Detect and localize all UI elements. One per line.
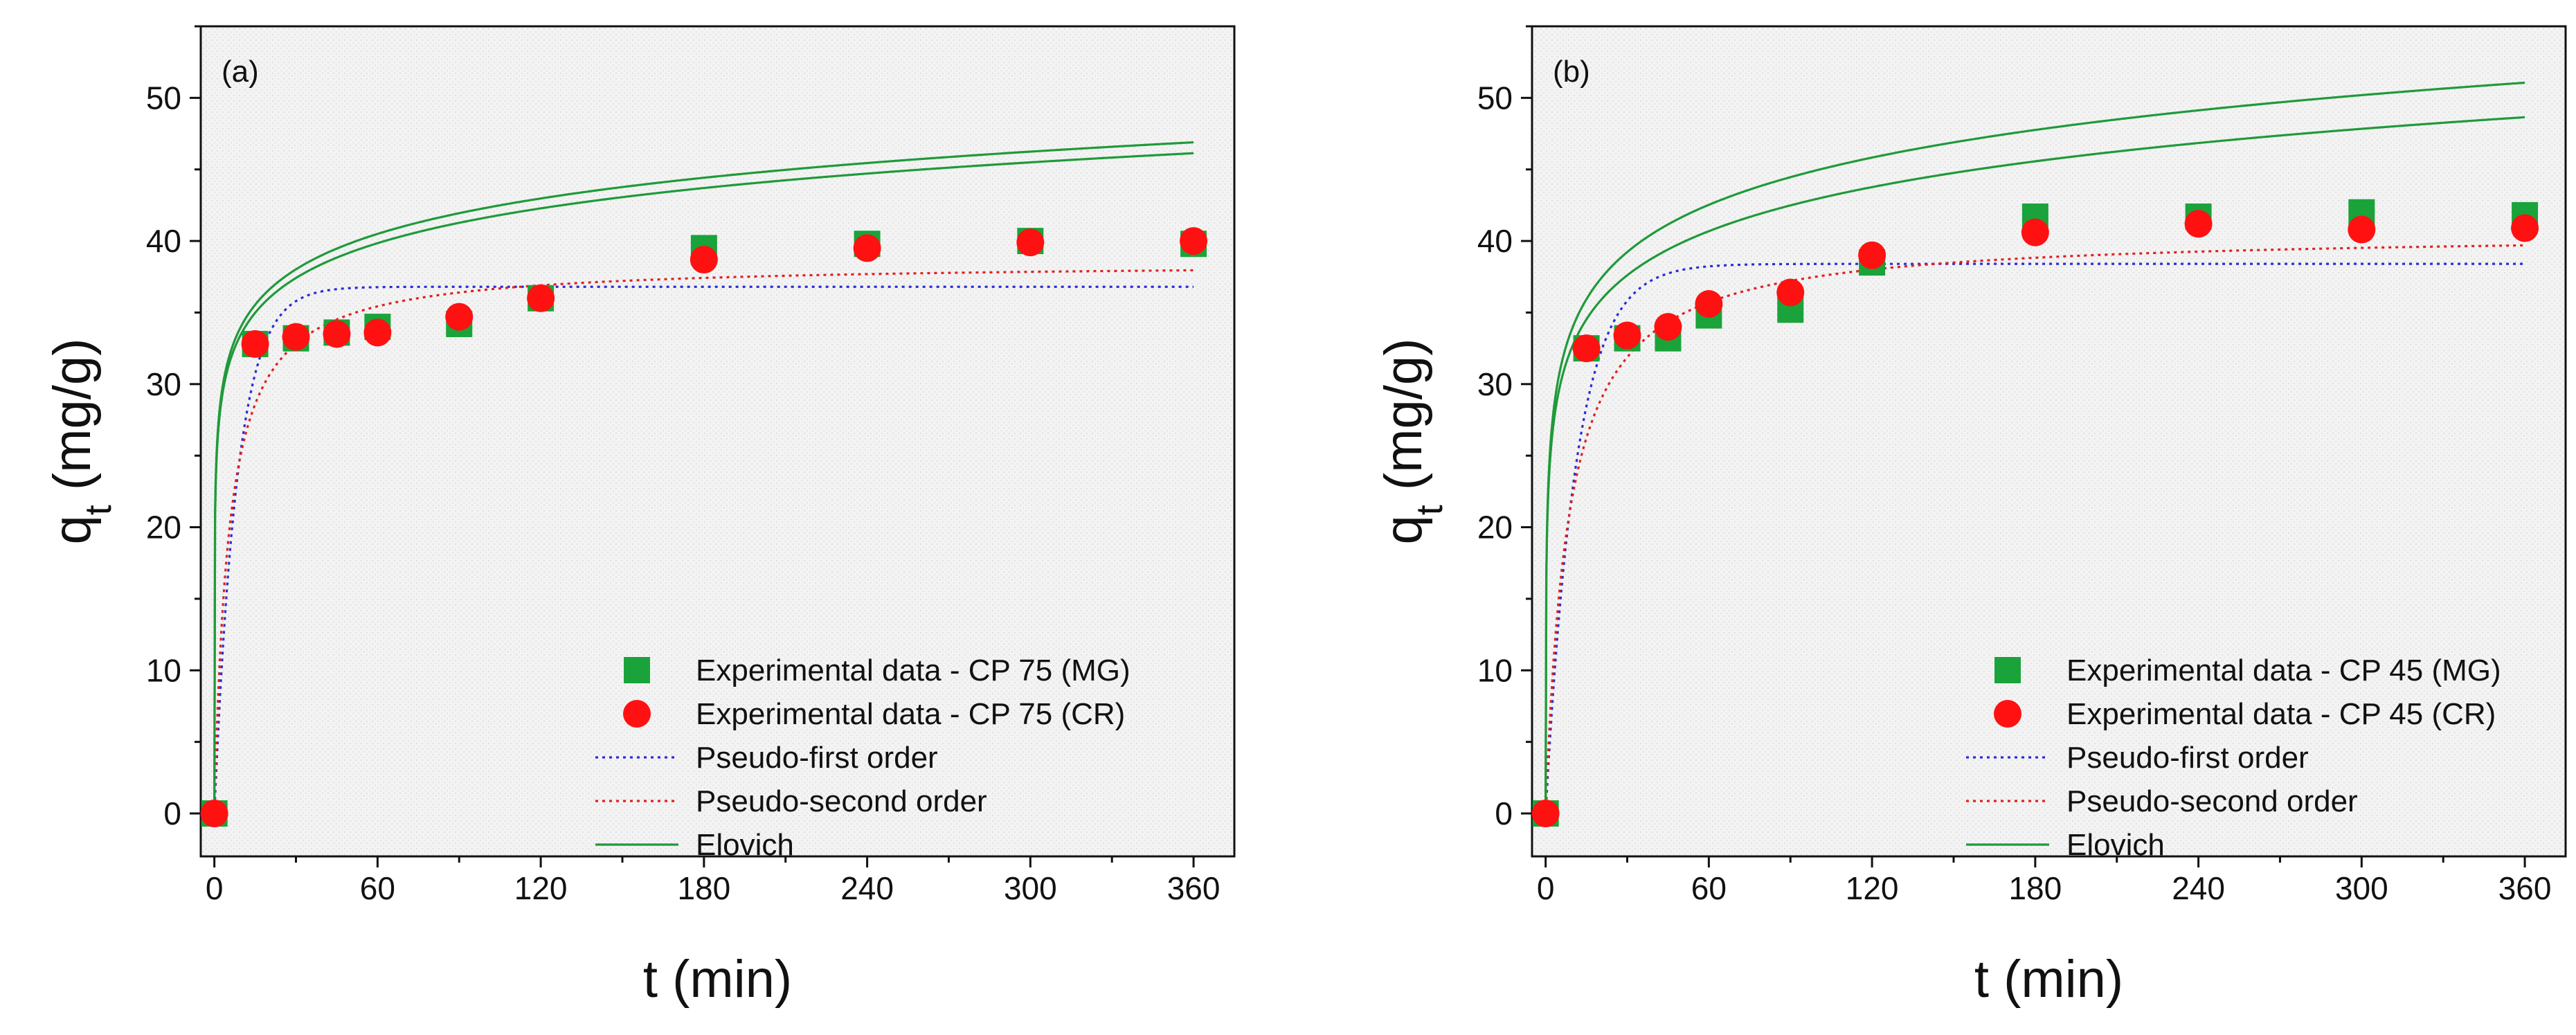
y-tick-label: 40: [146, 223, 181, 259]
panel-b: 0 60 120 180 240 300 360 0 10 20 30 40 50 t (min) qt (…: [1374, 25, 2567, 1009]
x-tick-label: 0: [1537, 870, 1555, 906]
y-tick-label: 40: [1477, 223, 1513, 259]
data-point-cr: [323, 320, 351, 348]
legend-label: Experimental data - CP 45 (CR): [2066, 697, 2496, 731]
legend-label: Experimental data - CP 75 (MG): [696, 654, 1131, 687]
legend-label: Elovich: [696, 828, 794, 862]
model-curves: [1544, 81, 2525, 814]
data-point-cr: [1180, 227, 1208, 255]
x-tick-label: 300: [1004, 870, 1057, 906]
plot-area: [201, 26, 1234, 856]
data-point-cr: [363, 318, 392, 347]
panel-label: (a): [222, 55, 259, 89]
data-point-cr: [1016, 228, 1045, 257]
legend-marker-cr: [623, 700, 651, 728]
y-tick-label: 30: [1477, 366, 1513, 402]
data-point-cr: [1572, 334, 1601, 363]
y-tick-label: 10: [1477, 652, 1513, 688]
panel-label: (b): [1553, 55, 1590, 89]
curve-pso: [1544, 244, 2525, 814]
y-axis-title: qt (mg/g): [1374, 339, 1450, 545]
legend-label: Pseudo-second order: [2066, 784, 2358, 818]
plot-frame: [199, 25, 1236, 858]
y-tick-label: 20: [146, 510, 181, 546]
legend-label: Experimental data - CP 75 (CR): [696, 697, 1125, 731]
data-point-cr: [853, 234, 881, 262]
y-tick-label: 0: [163, 795, 181, 831]
legend-label: Pseudo-first order: [696, 741, 938, 775]
x-tick-label: 60: [360, 870, 395, 906]
data-point-cr: [1654, 313, 1682, 341]
data-point-cr: [1776, 278, 1805, 307]
data-point-cr: [2184, 210, 2213, 238]
data-point-cr: [690, 245, 718, 273]
x-tick-label: 240: [840, 870, 894, 906]
x-tick-label: 300: [2335, 870, 2388, 906]
legend-label: Pseudo-second order: [696, 784, 987, 818]
x-tick-label: 360: [2498, 870, 2552, 906]
y-axis-title-unit: (mg/g): [43, 339, 102, 505]
x-tick-label: 120: [1846, 870, 1899, 906]
legend-label: Pseudo-first order: [2066, 741, 2309, 775]
curve-elovich-cr: [213, 152, 1194, 813]
curve-elovich-mg: [1544, 81, 2525, 813]
data-point-cr: [1695, 290, 1723, 318]
curve-elovich-cr: [1544, 116, 2525, 813]
y-tick-label: 50: [1477, 80, 1513, 116]
data-point-cr: [1858, 241, 1886, 269]
data-point-cr: [241, 330, 269, 358]
x-axis-title: t (min): [643, 950, 792, 1009]
data-point-cr: [200, 799, 228, 827]
x-tick-label: 180: [677, 870, 730, 906]
x-tick-label: 240: [2172, 870, 2225, 906]
y-tick-label: 20: [1477, 510, 1513, 546]
data-point-cr: [282, 323, 310, 351]
data-point-cr: [527, 284, 555, 312]
y-axis-title-unit: (mg/g): [1374, 339, 1433, 505]
x-axis-title: t (min): [1974, 950, 2123, 1009]
y-tick-label: 0: [1495, 795, 1513, 831]
y-axis-title: qt (mg/g): [43, 339, 119, 545]
y-axis-title-subscript: t: [78, 505, 119, 515]
y-tick-label: 50: [146, 80, 181, 116]
y-axis-title-main: q: [1374, 515, 1433, 544]
legend-label: Experimental data - CP 45 (MG): [2066, 654, 2501, 687]
x-tick-label: 120: [514, 870, 568, 906]
x-tick-label: 0: [206, 870, 224, 906]
data-point-cr: [2348, 215, 2376, 244]
x-tick-label: 180: [2008, 870, 2062, 906]
data-point-cr: [2021, 218, 2049, 246]
y-tick-label: 10: [146, 652, 181, 688]
data-point-cr: [445, 303, 474, 331]
y-axis-title-main: q: [43, 515, 102, 544]
curve-pfo: [1544, 262, 2525, 814]
curve-pso: [213, 269, 1194, 814]
legend-marker-mg: [624, 657, 650, 683]
data-point-cr: [1531, 799, 1560, 827]
legend: Experimental data - CP 45 (MG) Experiment…: [1966, 654, 2501, 862]
legend-marker-mg: [1994, 657, 2021, 683]
legend-marker-cr: [1994, 700, 2021, 728]
data-point-cr: [2511, 214, 2539, 242]
x-tick-label: 60: [1691, 870, 1727, 906]
x-tick-label: 360: [1167, 870, 1221, 906]
data-point-cr: [1613, 321, 1641, 350]
panel-a: 0 60 120 180 240 300 360 0 10 20 30 40 50 t (min) qt (…: [43, 25, 1236, 1009]
curve-elovich-mg: [213, 141, 1194, 813]
plot-frame: [1531, 25, 2567, 858]
y-tick-label: 30: [146, 366, 181, 402]
legend: Experimental data - CP 75 (MG) Experiment…: [595, 654, 1131, 862]
plot-area: [1532, 26, 2566, 856]
legend-label: Elovich: [2066, 828, 2165, 862]
y-axis-title-subscript: t: [1409, 505, 1450, 515]
